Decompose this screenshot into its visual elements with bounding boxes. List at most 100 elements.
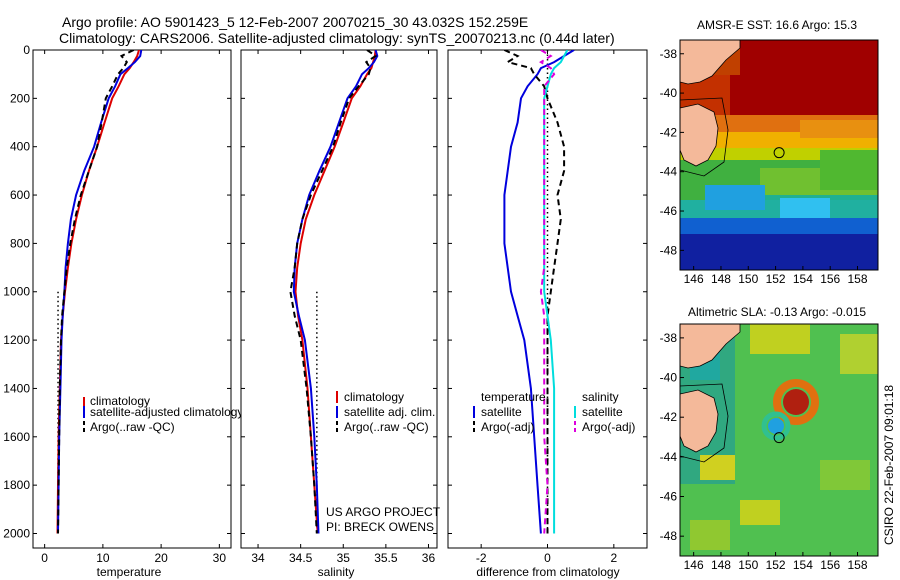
map-title: Altimetric SLA: -0.13 Argo: -0.015 bbox=[688, 305, 866, 319]
series-lines bbox=[289, 50, 379, 534]
y-tick-label: -42 bbox=[660, 125, 678, 139]
plot-frame bbox=[32, 49, 232, 549]
x-tick-label: 146 bbox=[684, 558, 704, 572]
map-axes: 146 148 150 152 154 156 158 -38 -40 -42 -44 -46 -48 bbox=[660, 47, 868, 286]
y-tick-label: -40 bbox=[660, 371, 678, 385]
x-tick-label: 36 bbox=[422, 551, 436, 565]
x-tick-label: 30 bbox=[213, 551, 227, 565]
y-tick-label: -48 bbox=[660, 529, 678, 543]
y-tick-label: 1600 bbox=[3, 430, 30, 444]
side-credit: CSIRO 22-Feb-2007 09:01:18 bbox=[882, 385, 896, 545]
x-tick-label: 20 bbox=[154, 551, 168, 565]
x-tick-label: 146 bbox=[684, 272, 704, 286]
x-tick-label: 148 bbox=[711, 272, 731, 286]
legend-label: Argo(-adj) bbox=[481, 420, 534, 434]
project-credit: US ARGO PROJECT bbox=[326, 505, 441, 519]
x-tick-label: 154 bbox=[793, 272, 813, 286]
map-axes: 146 148 150 152 154 156 158 -38 -40 -42 -44 -46 -48 bbox=[660, 331, 868, 572]
y-tick-label: 400 bbox=[10, 140, 30, 154]
legend-label: satellite bbox=[582, 405, 623, 419]
y-tick-label: -40 bbox=[660, 86, 678, 100]
x-axis-label: temperature bbox=[97, 565, 162, 579]
series-line bbox=[57, 50, 135, 534]
legend: climatology satellite adj. clim. Argo(..… bbox=[336, 390, 435, 434]
y-tick-label: 2000 bbox=[3, 526, 30, 540]
x-tick-label: 152 bbox=[766, 272, 786, 286]
y-tick-label: -44 bbox=[660, 450, 678, 464]
y-tick-label: -46 bbox=[660, 204, 678, 218]
float-location-marker bbox=[773, 147, 785, 159]
legend-label: Argo(-adj) bbox=[582, 420, 635, 434]
y-tick-label: -48 bbox=[660, 243, 678, 257]
mainland-land bbox=[680, 324, 741, 369]
y-tick-label: -46 bbox=[660, 490, 678, 504]
x-tick-label: 158 bbox=[848, 558, 868, 572]
x-tick-label: 148 bbox=[711, 558, 731, 572]
y-tick-label: 1800 bbox=[3, 478, 30, 492]
map-frame bbox=[679, 39, 879, 271]
x-tick-label: -2 bbox=[476, 551, 487, 565]
tasmania-land bbox=[680, 103, 719, 167]
legend-label: satellite adj. clim. bbox=[344, 405, 435, 419]
sla-field bbox=[680, 324, 878, 556]
x-tick-label: 156 bbox=[820, 272, 840, 286]
y-tick-label: -42 bbox=[660, 410, 678, 424]
y-tick-label: 0 bbox=[23, 43, 30, 57]
temperature-profile-panel: 0 10 20 30 0 200 400 600 800 1000 1200 1400 1600 1800… bbox=[3, 43, 243, 579]
axes: 0 10 20 30 0 200 400 600 800 1000 1200 1400 1600 1800… bbox=[3, 43, 231, 565]
y-tick-label: 1000 bbox=[3, 285, 30, 299]
legend-label: Argo(..raw -QC) bbox=[90, 420, 175, 434]
y-tick-label: 800 bbox=[10, 236, 30, 250]
map-title: AMSR-E SST: 16.6 Argo: 15.3 bbox=[697, 18, 857, 32]
x-tick-label: 158 bbox=[848, 272, 868, 286]
float-location-marker bbox=[773, 432, 785, 444]
axes: 34 34.5 35 35.5 36 bbox=[241, 49, 437, 565]
y-tick-label: 600 bbox=[10, 188, 30, 202]
pi-credit: PI: BRECK OWENS bbox=[326, 520, 434, 534]
x-tick-label: 150 bbox=[738, 272, 758, 286]
sla-map-panel: Altimetric SLA: -0.13 Argo: -0.015 146 14… bbox=[660, 305, 879, 572]
legend-label: climatology bbox=[344, 390, 404, 404]
x-tick-label: 152 bbox=[766, 558, 786, 572]
y-tick-label: -38 bbox=[660, 331, 678, 345]
series-line bbox=[503, 50, 566, 534]
series-line bbox=[503, 50, 575, 534]
series-lines bbox=[503, 50, 575, 534]
figure-subtitle: Climatology: CARS2006. Satellite-adjuste… bbox=[59, 30, 615, 46]
x-tick-label: 0 bbox=[41, 551, 48, 565]
tasmania-land bbox=[680, 389, 719, 453]
map-frame bbox=[679, 323, 879, 557]
x-tick-label: 35 bbox=[337, 551, 351, 565]
y-tick-label: -38 bbox=[660, 47, 678, 61]
x-tick-label: 150 bbox=[738, 558, 758, 572]
x-tick-label: 35.5 bbox=[374, 551, 398, 565]
series-line bbox=[289, 50, 378, 534]
x-tick-label: 0 bbox=[544, 551, 551, 565]
x-axis-label: difference from climatology bbox=[476, 565, 619, 579]
series-line bbox=[543, 50, 569, 534]
series-lines bbox=[56, 50, 143, 534]
series-line bbox=[292, 50, 379, 534]
x-tick-label: 34 bbox=[251, 551, 265, 565]
x-tick-label: 156 bbox=[820, 558, 840, 572]
x-tick-label: 154 bbox=[793, 558, 813, 572]
series-line bbox=[538, 50, 556, 534]
sst-field bbox=[680, 40, 878, 270]
difference-profile-panel: -2 0 2 difference from climatology tempera… bbox=[447, 49, 648, 579]
legend-title-temperature: temperature bbox=[481, 390, 546, 404]
y-tick-label: -44 bbox=[660, 165, 678, 179]
shelf-contour bbox=[680, 383, 729, 463]
y-tick-label: 200 bbox=[10, 91, 30, 105]
axes: -2 0 2 bbox=[448, 49, 647, 565]
salinity-profile-panel: 34 34.5 35 35.5 36 salinity climatology sate… bbox=[240, 49, 441, 579]
legend: temperature satellite Argo(-adj) salinit… bbox=[473, 390, 635, 434]
sst-map-panel: AMSR-E SST: 16.6 Argo: 15.3 146 148 150 152… bbox=[660, 18, 879, 286]
y-tick-label: 1200 bbox=[3, 333, 30, 347]
legend-title-salinity: salinity bbox=[582, 390, 619, 404]
x-tick-label: 2 bbox=[610, 551, 617, 565]
legend: climatology satellite-adjusted climatolo… bbox=[83, 394, 243, 434]
legend-label: climatology bbox=[90, 394, 150, 408]
legend-label: Argo(..raw -QC) bbox=[344, 420, 429, 434]
shelf-contour bbox=[680, 97, 729, 177]
